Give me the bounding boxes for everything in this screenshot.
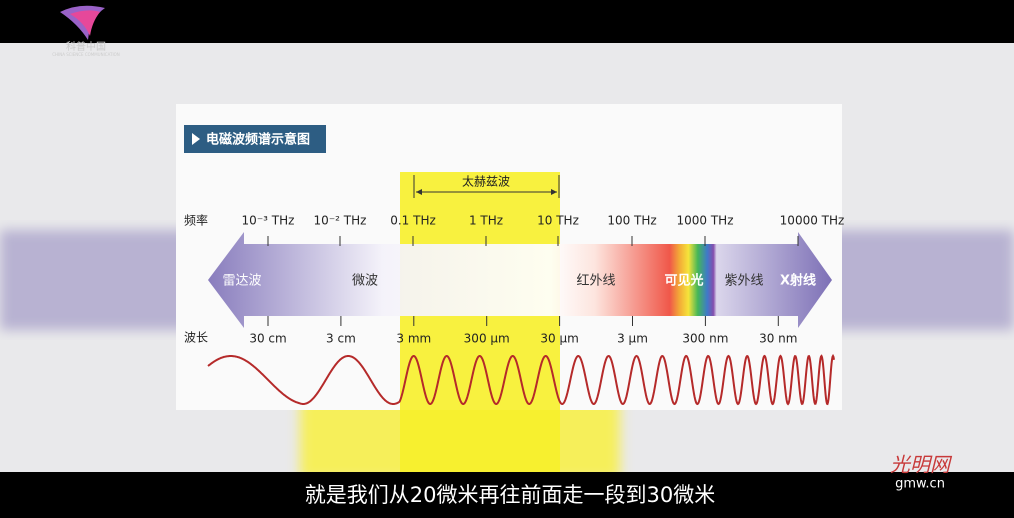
band-label: 紫外线 [724,274,763,289]
frequency-tick-label: 10⁻² THz [314,214,367,228]
wavelength-tick-label: 30 nm [759,332,797,346]
top-bar [0,0,1014,43]
frequency-tick-label: 1000 THz [676,214,733,228]
band-label: X射线 [780,273,816,289]
band-label: 雷达波 [222,274,261,289]
subtitle: 就是我们从20微米再往前面走一段到30微米 [305,483,715,507]
wavelength-tick-label: 3 cm [326,332,356,346]
wavelength-tick-label: 30 cm [249,332,286,346]
wavelength-tick-label: 3 µm [617,332,648,346]
wavelength-label: 波长 [184,331,208,345]
highlight-label: 太赫兹波 [462,174,510,189]
band-label: 可见光 [664,273,703,289]
title-arrow [192,133,200,145]
watermark-name: 光明网 [890,453,953,477]
diagram-title: 电磁波频谱示意图 [206,132,310,148]
frequency-tick-label: 0.1 THz [390,214,436,228]
frequency-tick-label: 10 THz [537,214,579,228]
ticks: 10⁻³ THz 10⁻² THz 0.1 THz 1 THz 10 THz 100 TH… [222,214,844,346]
frequency-tick-label: 10000 THz [780,214,845,228]
wavelength-tick-label: 300 µm [464,332,510,346]
title-box [184,125,326,153]
band-label: 红外线 [576,273,615,289]
frequency-tick-label: 100 THz [607,214,656,228]
frequency-tick-label: 10⁻³ THz [242,214,295,228]
bottom-bar [0,472,1014,518]
wavelength-tick-label: 30 µm [540,332,578,346]
watermark-url: gmw.cn [895,477,945,492]
terahertz-highlight [400,172,560,472]
band-label: 微波 [352,274,378,289]
wave [207,353,835,406]
logo-name: 科普中国 [66,40,106,53]
logo-subtitle: CHINA SCIENCE COMMUNICATION [52,52,120,57]
logo: 科普中国 CHINA SCIENCE COMMUNICATION [52,5,120,57]
wavelength-tick-label: 3 mm [396,332,431,346]
spectrum-arrow [208,232,832,328]
frequency-tick-label: 1 THz [469,214,503,228]
wavelength-tick-label: 300 nm [682,332,728,346]
frequency-label: 频率 [184,213,208,228]
